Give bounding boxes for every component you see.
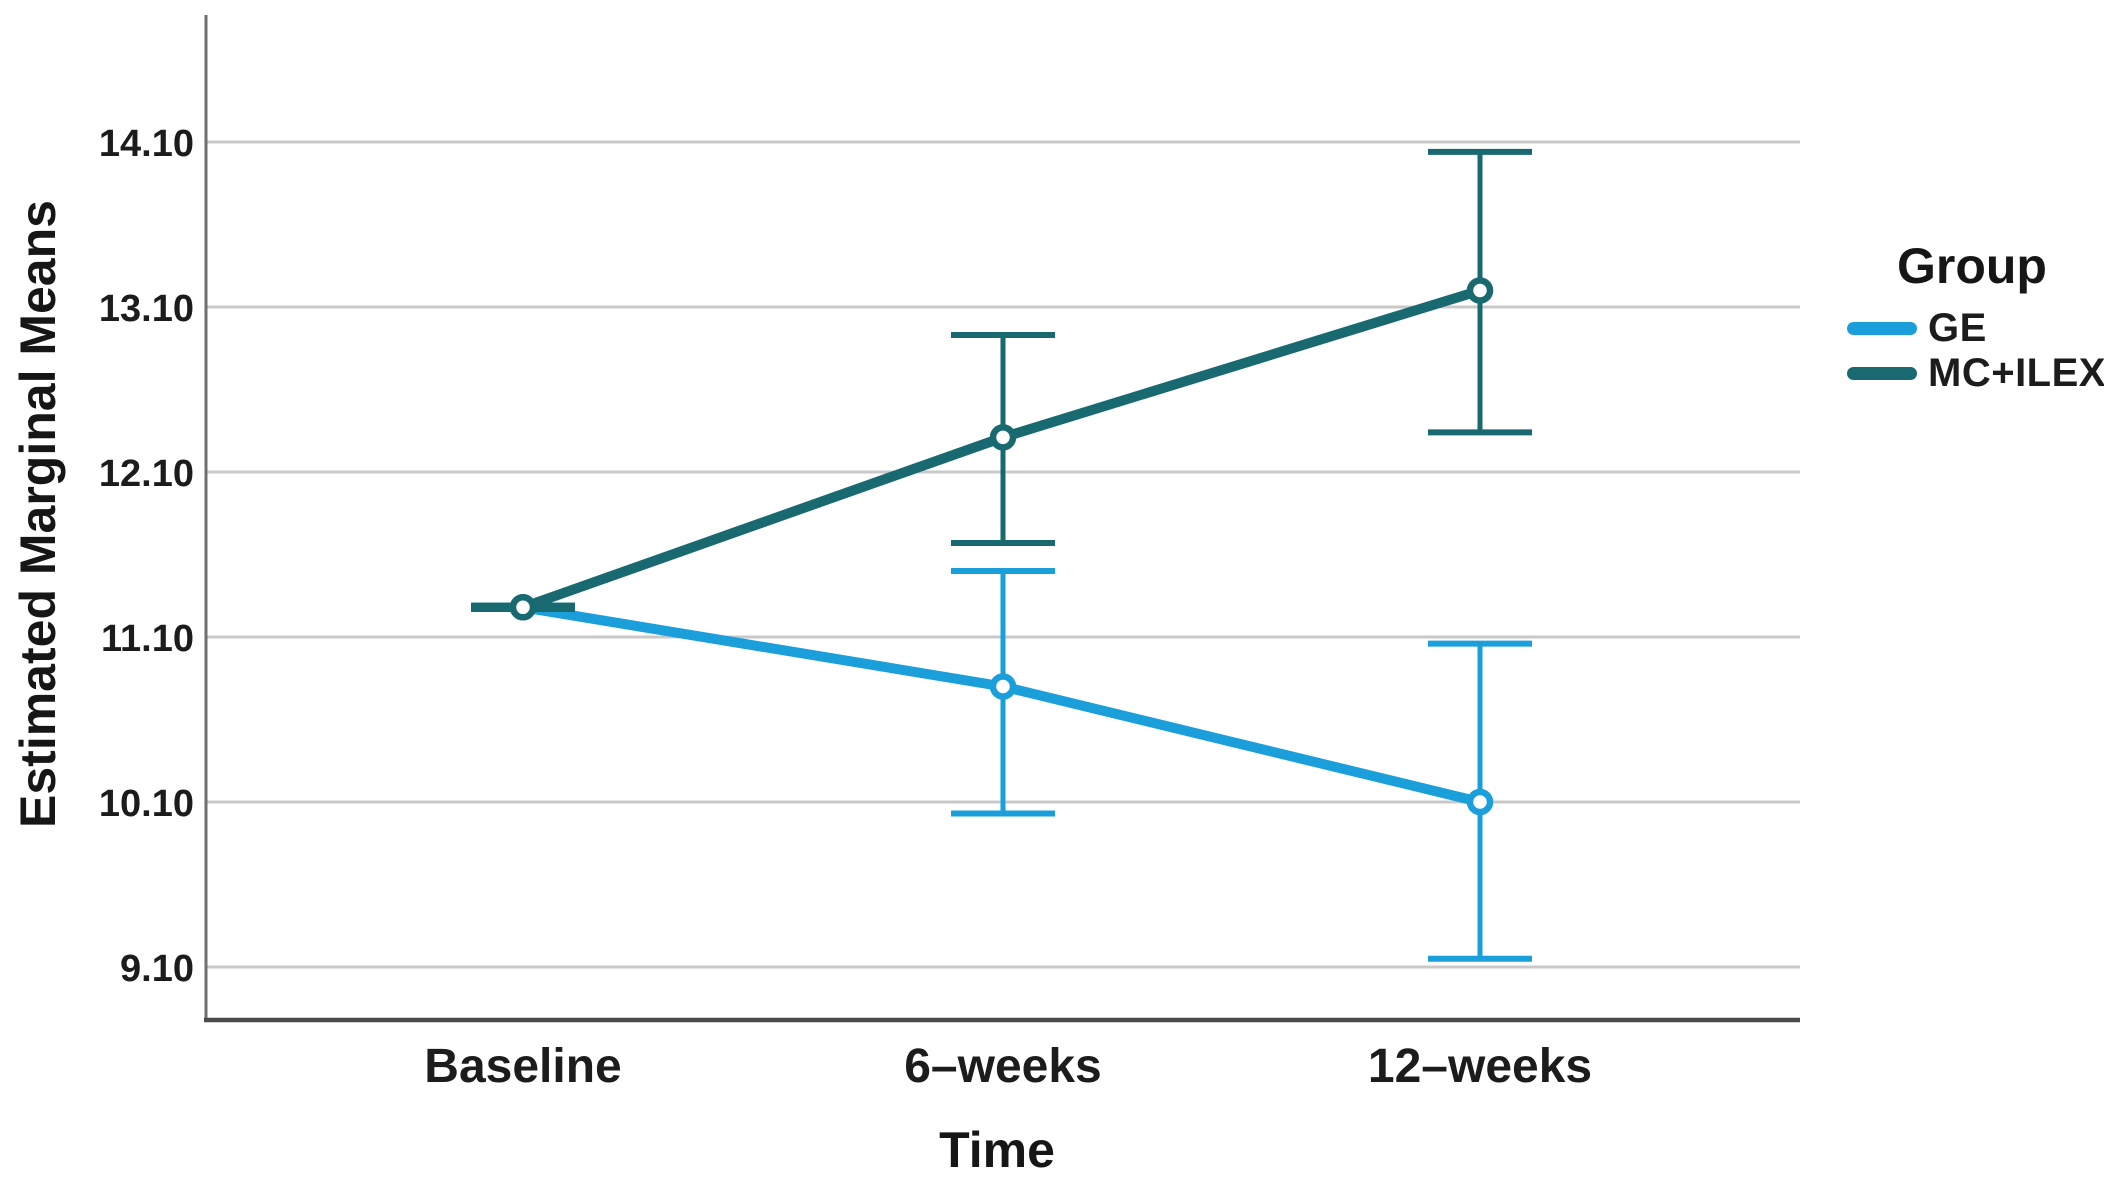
mc-ilex-line-swatch-icon — [1847, 367, 1917, 380]
data-point-marker — [1466, 788, 1494, 816]
y-tick-label: 12.10 — [99, 453, 194, 495]
legend-title: Group — [1897, 238, 2047, 294]
ge-line-swatch-icon — [1847, 322, 1917, 335]
legend-entry-mc-ilex: MC+ILEX — [1847, 351, 2104, 396]
x-tick-label: Baseline — [424, 1040, 621, 1093]
legend-label-mc-ilex: MC+ILEX — [1928, 351, 2104, 395]
legend: Group GE MC+ILEX — [1847, 238, 2104, 396]
data-point-marker — [509, 594, 537, 621]
y-axis-title: Estimated Marginal Means — [10, 200, 66, 828]
y-tick-label: 11.10 — [101, 618, 194, 660]
x-tick-label: 12–weeks — [1368, 1040, 1592, 1093]
y-tick-label: 10.10 — [99, 783, 194, 825]
x-axis-title: Time — [939, 1122, 1055, 1178]
legend-entries: GE MC+ILEX — [1847, 306, 2104, 396]
legend-entry-ge: GE — [1847, 306, 2097, 351]
legend-label-ge: GE — [1928, 306, 1987, 350]
y-tick-label: 14.10 — [99, 123, 194, 165]
data-point-marker — [989, 424, 1017, 451]
y-tick-label: 9.10 — [120, 948, 194, 990]
y-tick-label: 13.10 — [99, 288, 194, 330]
data-point-marker — [1466, 277, 1494, 304]
x-tick-label: 6–weeks — [904, 1040, 1102, 1093]
data-point-marker — [989, 673, 1017, 700]
